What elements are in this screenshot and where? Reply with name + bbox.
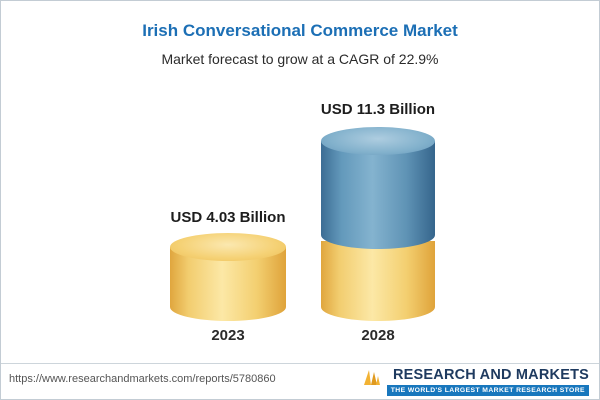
- chart-title: Irish Conversational Commerce Market: [142, 21, 458, 40]
- footer-divider: [1, 363, 599, 364]
- research-and-markets-logo: RESEARCH AND MARKETS THE WORLD'S LARGEST…: [362, 367, 589, 396]
- bar-value-label-2028: USD 11.3 Billion: [320, 101, 436, 118]
- bar-2028-top-ellipse: [321, 127, 435, 155]
- bar-2023-top-ellipse: [170, 233, 286, 261]
- logo-text-block: RESEARCH AND MARKETS THE WORLD'S LARGEST…: [386, 367, 589, 396]
- report-url-link[interactable]: https://www.researchandmarkets.com/repor…: [9, 373, 276, 385]
- bar-2028-bottom-segment: [321, 241, 435, 321]
- bar-2028-top-segment: [321, 141, 435, 249]
- logo-name-text: RESEARCH AND MARKETS: [393, 367, 589, 383]
- x-axis-label-2028: 2028: [361, 327, 395, 344]
- x-axis-label-2023: 2023: [211, 327, 245, 344]
- chart-subtitle: Market forecast to grow at a CAGR of 22.…: [161, 51, 439, 67]
- logo-icon: [362, 368, 382, 393]
- bar-value-label-2023: USD 4.03 Billion: [170, 209, 286, 226]
- logo-tagline-text: THE WORLD'S LARGEST MARKET RESEARCH STOR…: [386, 385, 589, 396]
